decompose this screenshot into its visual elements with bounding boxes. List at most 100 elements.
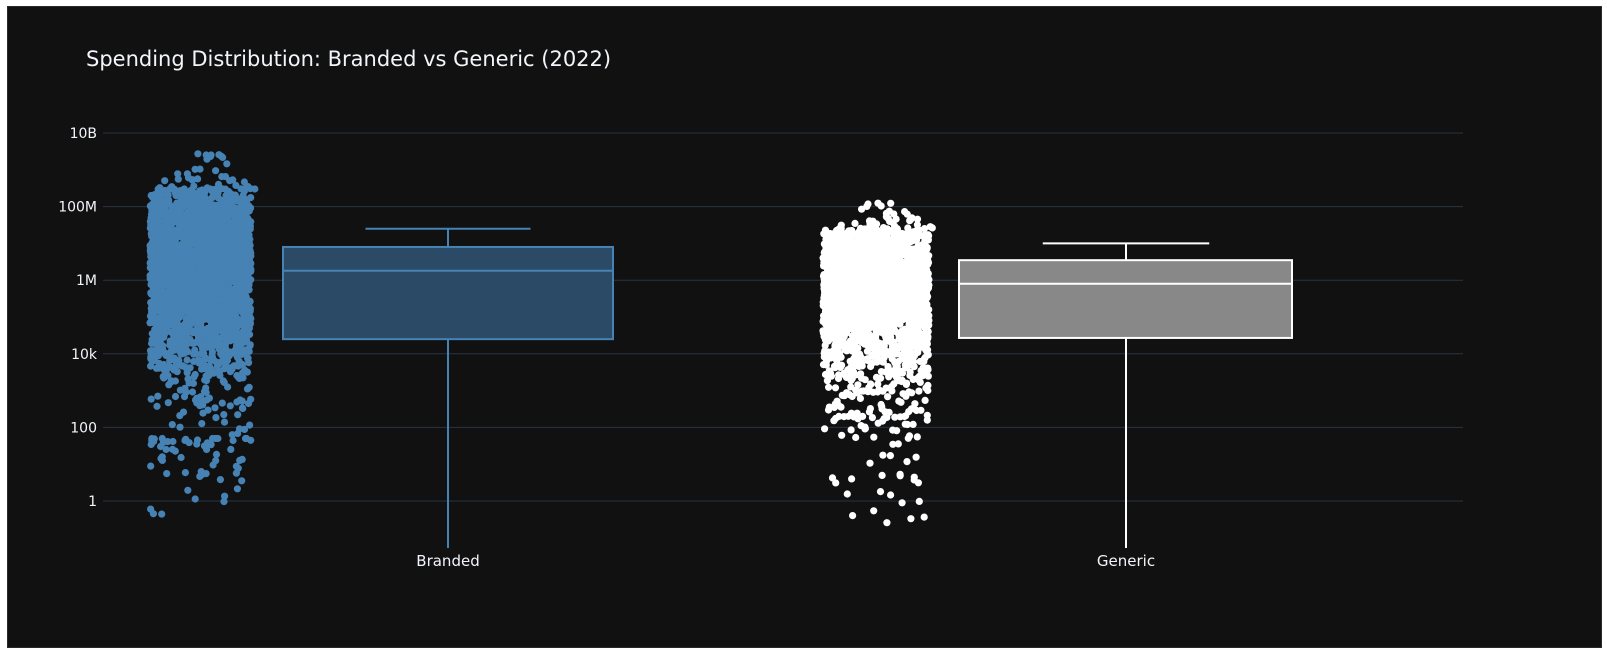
branded-point	[237, 230, 245, 238]
branded-point	[235, 263, 243, 271]
branded-outlier-point	[244, 183, 252, 191]
branded-point	[181, 338, 190, 346]
generic-point	[915, 387, 923, 395]
branded-outlier-point	[174, 170, 182, 178]
branded-outlier-point	[194, 150, 202, 158]
branded-outlier-point	[156, 184, 164, 192]
branded-point	[147, 395, 155, 403]
branded-outlier-point	[194, 175, 202, 183]
branded-outlier-point	[237, 185, 245, 193]
branded-point	[174, 285, 182, 293]
branded-outlier-point	[196, 165, 204, 173]
branded-point	[246, 319, 254, 327]
branded-point	[220, 267, 228, 275]
branded-outlier-point	[191, 495, 199, 503]
branded-point	[221, 341, 229, 349]
branded-point	[203, 237, 211, 245]
y-tick-label-5: 10B	[70, 126, 97, 142]
branded-outlier-point	[168, 445, 177, 453]
branded-outlier-point	[221, 173, 230, 181]
generic-point	[821, 347, 829, 355]
branded-point	[167, 318, 175, 326]
branded-outlier-point	[202, 151, 210, 159]
branded-outlier-point	[241, 434, 250, 443]
branded-point	[183, 356, 191, 364]
branded-point	[195, 237, 204, 245]
branded-point	[152, 338, 160, 346]
branded-outlier-point	[251, 185, 259, 193]
branded-point	[245, 383, 253, 391]
chart-title: Spending Distribution: Branded vs Generi…	[86, 47, 612, 71]
branded-point	[191, 339, 199, 347]
chart-frame: Spending Distribution: Branded vs Generi…	[7, 6, 1602, 648]
generic-point	[884, 393, 892, 401]
branded-outlier-point	[193, 436, 202, 444]
branded-point	[204, 274, 212, 282]
branded-point	[242, 247, 250, 255]
branded-point	[237, 207, 246, 216]
generic-point	[839, 391, 847, 400]
branded-point	[168, 205, 176, 213]
branded-point	[157, 270, 165, 278]
generic-point	[895, 397, 903, 405]
series-generic	[819, 199, 1293, 548]
branded-point	[198, 229, 206, 237]
branded-point	[214, 209, 222, 217]
branded-outlier-point	[232, 462, 240, 470]
generic-point	[899, 390, 907, 398]
branded-point	[196, 335, 204, 343]
generic-point	[838, 361, 846, 369]
branded-point	[220, 256, 228, 264]
generic-point	[924, 372, 932, 380]
branded-point	[172, 227, 180, 235]
branded-point	[218, 327, 227, 336]
branded-point	[201, 354, 209, 362]
branded-point	[223, 209, 231, 217]
branded-point	[245, 207, 253, 215]
branded-point	[201, 304, 209, 312]
branded-point	[159, 210, 167, 218]
generic-point	[825, 354, 833, 362]
branded-outlier-point	[209, 461, 217, 469]
branded-point	[213, 281, 222, 289]
branded-point	[229, 291, 237, 299]
branded-point	[186, 310, 194, 318]
branded-point	[233, 342, 241, 350]
generic-point	[859, 339, 867, 347]
branded-point	[167, 328, 175, 336]
branded-point	[228, 304, 237, 312]
generic-point	[921, 396, 929, 404]
branded-outlier-point	[161, 177, 169, 185]
branded-point	[168, 421, 176, 429]
branded-point	[234, 411, 242, 419]
branded-point	[168, 240, 176, 248]
branded-point	[209, 222, 217, 230]
branded-point	[176, 412, 184, 420]
branded-point	[188, 269, 196, 277]
branded-point	[199, 409, 207, 417]
branded-point	[166, 337, 174, 345]
generic-point	[910, 363, 918, 371]
branded-outlier-point	[214, 180, 223, 188]
branded-point	[219, 358, 227, 366]
branded-point	[164, 233, 172, 241]
branded-point	[185, 319, 193, 328]
branded-outlier-point	[219, 153, 227, 161]
branded-point	[185, 263, 193, 271]
branded-point	[198, 220, 206, 228]
branded-point	[240, 304, 248, 312]
branded-point	[194, 207, 202, 215]
branded-point	[155, 359, 163, 367]
branded-point	[199, 401, 207, 409]
branded-point	[174, 331, 182, 340]
branded-point	[172, 214, 180, 223]
generic-point	[924, 328, 932, 336]
branded-point	[151, 191, 159, 199]
branded-point	[188, 388, 197, 396]
branded-point	[162, 351, 170, 360]
branded-point	[182, 201, 190, 209]
generic-point	[898, 369, 907, 377]
generic-point	[840, 370, 848, 378]
branded-point	[231, 253, 239, 261]
branded-point	[229, 234, 238, 242]
